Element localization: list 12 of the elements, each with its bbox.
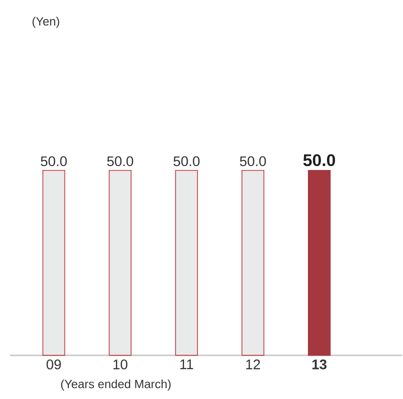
data-label: 50.0 — [240, 156, 266, 166]
x-tick-label: 10 — [113, 359, 128, 370]
x-tick-label: 13 — [312, 359, 327, 370]
data-label: 50.0 — [107, 156, 134, 166]
text: (Yen) — [32, 16, 60, 28]
data-label: 50.0 — [174, 156, 200, 166]
data-label: 50.0 — [303, 154, 336, 166]
data-label: 50.0 — [40, 156, 67, 166]
x-tick-label: 11 — [180, 359, 194, 369]
x-axis-title: (Years ended March) — [61, 379, 171, 390]
x-tick-label: 12 — [246, 359, 260, 370]
x-tick-label: 09 — [46, 359, 61, 370]
